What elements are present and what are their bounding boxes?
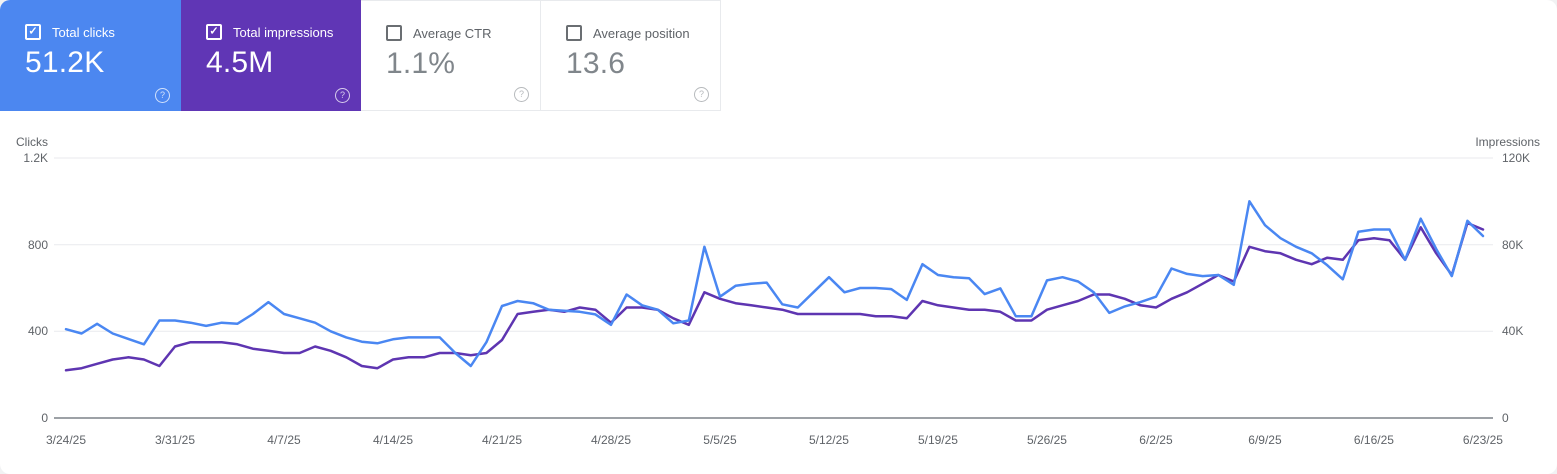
card-label: Average position	[593, 25, 690, 41]
average-ctr-checkbox[interactable]: ✓	[386, 25, 402, 41]
line-chart-canvas[interactable]	[0, 111, 1557, 474]
x-axis-date-label: 4/14/25	[372, 433, 413, 447]
help-icon[interactable]: ?	[514, 87, 529, 102]
average-ctr-value: 1.1%	[386, 47, 456, 80]
card-label: Average CTR	[413, 25, 492, 41]
y-axis-left-tick: 800	[27, 237, 48, 252]
x-axis-date-label: 5/26/25	[1026, 433, 1067, 447]
metric-card-average-position[interactable]: ✓ Average position 13.6 ?	[541, 0, 721, 111]
x-axis-date-label: 3/24/25	[45, 433, 87, 447]
average-position-value: 13.6	[566, 47, 626, 80]
metric-card-average-ctr[interactable]: ✓ Average CTR 1.1% ?	[361, 0, 541, 111]
x-axis-date-label: 4/28/25	[590, 433, 631, 447]
y-axis-right-tick: 40K	[1502, 324, 1524, 339]
help-icon[interactable]: ?	[335, 88, 350, 103]
performance-chart[interactable]: Clicks Impressions 0 400 800 1.2K 0 40K 80K 120…	[0, 111, 1557, 474]
card-header: ✓ Average position	[566, 25, 690, 41]
metric-cards-row: ✓ Total clicks 51.2K ? ✓ Total impressio…	[0, 0, 721, 111]
x-axis-date-label: 5/12/25	[808, 433, 849, 447]
x-axis-date-label: 4/7/25	[267, 433, 301, 447]
y-axis-left-tick: 1.2K	[23, 151, 48, 165]
checkmark-icon: ✓	[209, 25, 219, 37]
card-label: Total impressions	[233, 24, 334, 40]
metric-card-total-clicks[interactable]: ✓ Total clicks 51.2K ?	[0, 0, 181, 111]
y-axis-right-tick: 80K	[1502, 237, 1524, 252]
x-axis-date-label: 6/9/25	[1248, 433, 1282, 447]
total-impressions-checkbox[interactable]: ✓	[206, 24, 222, 40]
y-axis-left-tick: 400	[27, 324, 48, 339]
x-axis-date-label: 6/2/25	[1139, 433, 1173, 447]
help-icon[interactable]: ?	[694, 87, 709, 102]
y-axis-left-tick: 0	[41, 411, 48, 425]
total-clicks-checkbox[interactable]: ✓	[25, 24, 41, 40]
card-header: ✓ Average CTR	[386, 25, 492, 41]
right-axis-title: Impressions	[1475, 135, 1540, 149]
card-header: ✓ Total clicks	[25, 24, 115, 40]
average-position-checkbox[interactable]: ✓	[566, 25, 582, 41]
x-axis-date-label: 5/5/25	[703, 433, 737, 447]
checkmark-icon: ✓	[28, 25, 38, 37]
metric-card-total-impressions[interactable]: ✓ Total impressions 4.5M ?	[181, 0, 361, 111]
x-axis-date-label: 4/21/25	[481, 433, 522, 447]
help-icon[interactable]: ?	[155, 88, 170, 103]
x-axis-date-label: 3/31/25	[154, 433, 195, 447]
card-header: ✓ Total impressions	[206, 24, 333, 40]
left-axis-title: Clicks	[16, 135, 48, 149]
y-axis-right-tick: 120K	[1502, 151, 1531, 165]
total-impressions-value: 4.5M	[206, 46, 274, 79]
x-axis-date-label: 6/23/25	[1462, 433, 1503, 447]
card-label: Total clicks	[52, 24, 115, 40]
x-axis-date-label: 6/16/25	[1353, 433, 1394, 447]
total-clicks-value: 51.2K	[25, 46, 105, 79]
x-axis-date-label: 5/19/25	[917, 433, 958, 447]
y-axis-right-tick: 0	[1502, 411, 1509, 425]
